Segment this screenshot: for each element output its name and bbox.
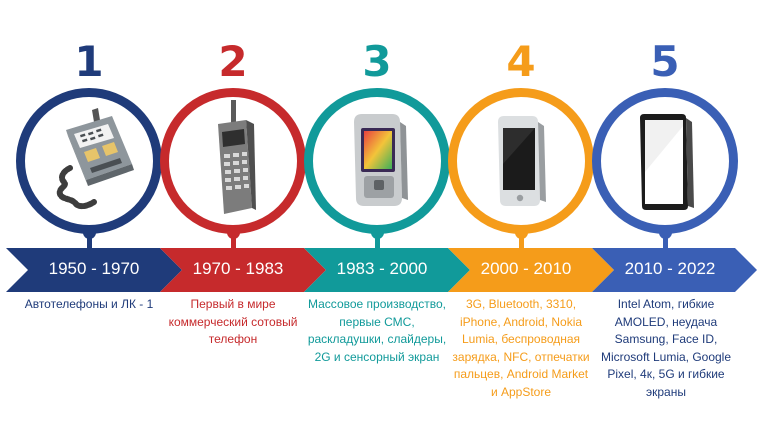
- era-3-desc-line: 2G и сенсорный экран: [314, 349, 440, 364]
- era-4-band: [448, 248, 614, 292]
- era-3-period: 1983 - 2000: [336, 259, 428, 278]
- era-4-desc-line: 3G, Bluetooth, 3310,: [465, 297, 577, 311]
- timeline-arrow-band: [6, 248, 757, 292]
- era-4-description: 3G, Bluetooth, 3310, iPhone, Android, No…: [444, 296, 598, 401]
- era-3-number: 3: [362, 37, 392, 86]
- era-4-desc-line: iPhone, Android, Nokia: [459, 314, 583, 329]
- era-4-desc-line: и AppStore: [490, 384, 552, 399]
- era-2-dot: [227, 226, 240, 239]
- era-3-description: Массовое производство, первые СМС, раскл…: [300, 296, 454, 366]
- era-5-desc-line: AMOLED, неудача: [614, 314, 718, 329]
- era-1-band: [6, 248, 182, 292]
- car-phone-icon: [56, 108, 134, 210]
- era-1-stem: [87, 232, 92, 250]
- era-3-dot: [371, 226, 384, 239]
- era-1-circle: [16, 88, 162, 234]
- era-4-desc-line: Lumia, беспроводная: [461, 332, 581, 346]
- era-2-stem: [231, 232, 236, 250]
- era-4-desc-line: зарядка, NFC, отпечатки: [452, 349, 590, 364]
- era-1-desc-line: Автотелефоны и ЛК - 1: [24, 297, 154, 311]
- era-5-dot: [659, 226, 672, 239]
- era-5-stem: [663, 232, 668, 250]
- era-2-desc-line: коммерческий сотовый: [168, 314, 298, 329]
- era-5-description: Intel Atom, гибкие AMOLED, неудача Samsu…: [588, 296, 744, 401]
- slider-phone-icon: [354, 114, 408, 206]
- era-4-dot: [515, 226, 528, 239]
- era-2-period: 1970 - 1983: [192, 259, 284, 278]
- era-5-number: 5: [650, 37, 680, 86]
- era-5-period: 2010 - 2022: [624, 259, 716, 278]
- era-3-desc-line: раскладушки, слайдеры,: [307, 332, 447, 346]
- era-2-band: [160, 248, 326, 292]
- era-2-desc-line: Первый в мире: [190, 297, 276, 311]
- era-5-desc-line: Pixel, 4к, 5G и гибкие: [607, 367, 725, 381]
- era-4-desc-line: пальцев, Android Market: [453, 367, 589, 381]
- smartphone-icon: [498, 116, 546, 206]
- era-1-period: 1950 - 1970: [48, 259, 140, 278]
- era-1-number: 1: [74, 37, 104, 86]
- era-2-number: 2: [218, 37, 248, 86]
- era-3-stem: [375, 232, 380, 250]
- brick-phone-icon: [218, 100, 256, 214]
- era-5-desc-line: Microsoft Lumia, Google: [600, 349, 732, 364]
- era-1-description: Автотелефоны и ЛК - 1: [12, 296, 166, 314]
- era-2-desc-line: телефон: [208, 332, 258, 346]
- era-4-number: 4: [506, 37, 536, 86]
- era-5-desc-line: экраны: [646, 384, 686, 399]
- era-5-band: [592, 248, 757, 292]
- era-4-stem: [519, 232, 524, 250]
- era-3-band: [304, 248, 470, 292]
- era-3-desc-line: Массовое производство,: [308, 297, 446, 311]
- era-1-dot: [83, 226, 96, 239]
- modern-smartphone-icon: [640, 114, 694, 210]
- era-5-desc-line: Samsung, Face ID,: [614, 332, 718, 346]
- era-3-desc-line: первые СМС,: [339, 314, 415, 329]
- era-5-desc-line: Intel Atom, гибкие: [617, 297, 715, 311]
- era-2-description: Первый в мире коммерческий сотовый телеф…: [156, 296, 310, 349]
- era-4-period: 2000 - 2010: [480, 259, 572, 278]
